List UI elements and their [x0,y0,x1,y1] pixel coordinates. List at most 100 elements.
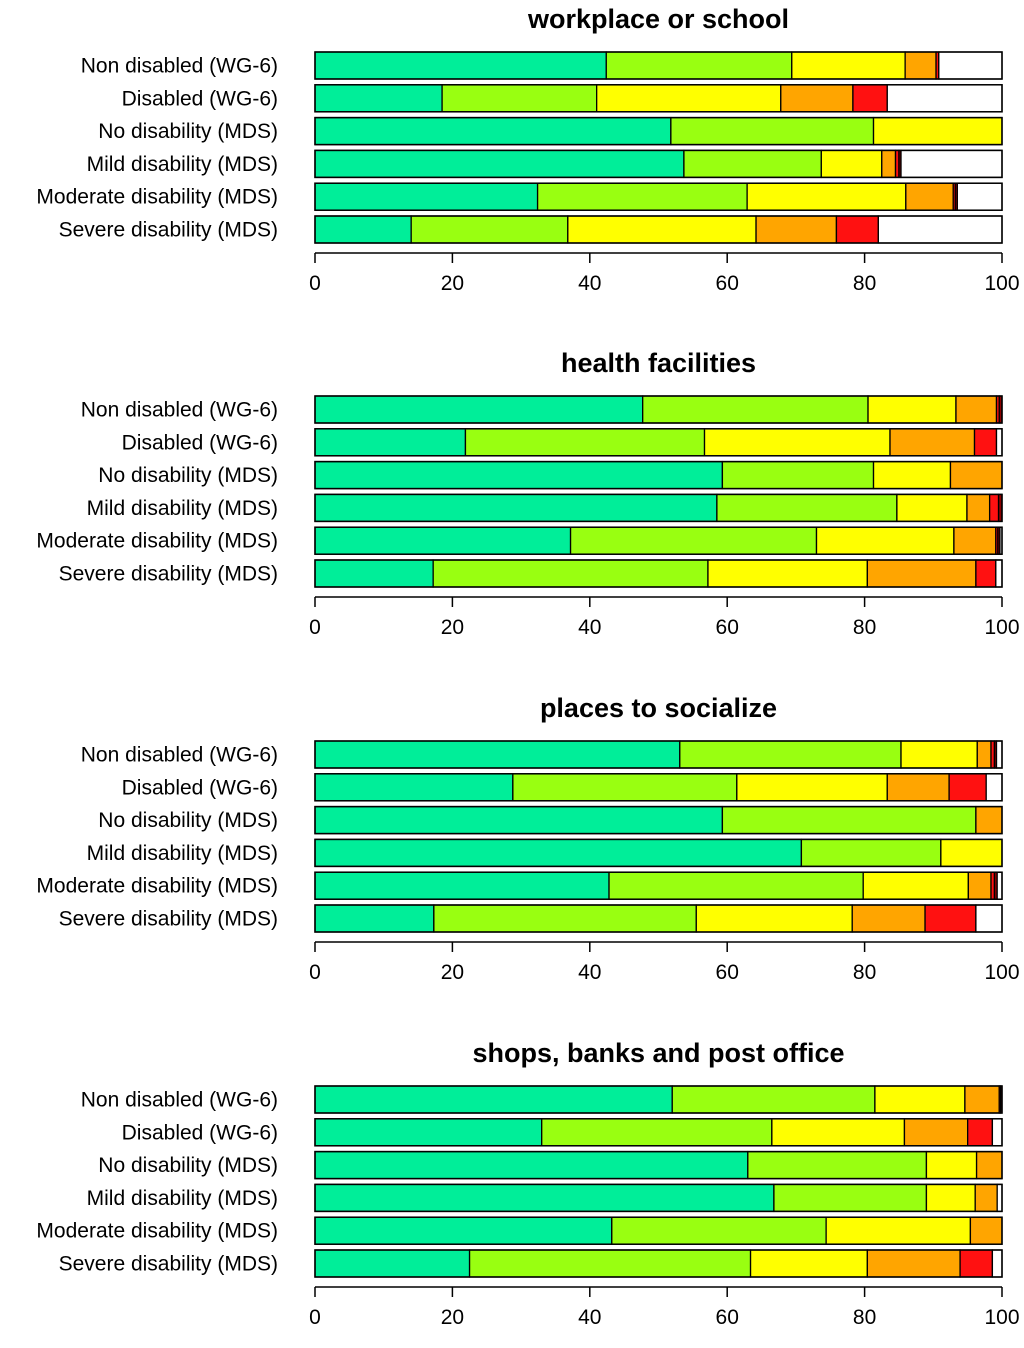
x-tick-label: 20 [441,616,464,639]
bar-segment-3 [596,84,782,113]
bar-segment-4 [949,460,1003,490]
bar-outline [314,1150,1003,1180]
x-tick-label: 20 [441,272,464,295]
bar-outline [314,116,1003,146]
bar-segment-7 [938,51,1003,80]
bar-segment-1 [314,1249,471,1278]
bar-outline [314,460,1003,490]
bar-segment-1 [314,773,514,802]
panel-2: health facilities Non disabled (WG-6) Disa… [36,348,1019,639]
bar-segment-2 [721,805,977,835]
bar-outline [314,182,1003,211]
x-tick-label: 0 [309,616,321,639]
bar-segment-4 [866,559,977,588]
bar-segment-2 [747,1150,928,1180]
category-label: Mild disability (MDS) [87,842,278,865]
bar-segment-1 [314,460,724,490]
category-label: Mild disability (MDS) [87,497,278,520]
x-tick-label: 100 [984,616,1019,639]
bar-outline [314,838,1003,868]
panel-3: places to socialize Non disabled (WG-6) Di… [36,693,1019,984]
bar-outline [314,149,1003,179]
panel-title: workplace or school [527,4,789,34]
bar-segment-1 [314,1118,543,1147]
bar-segment-2 [605,51,793,80]
bar-segment-2 [536,182,748,211]
bar-outline [314,493,1003,523]
bar-outline [314,805,1003,835]
bar-segment-7 [886,84,1003,113]
bar-outline [314,526,1003,555]
x-tick-label: 80 [853,961,876,984]
bar-segment-2 [800,838,942,868]
bar-segment-5 [988,493,1000,523]
bar-segment-3 [874,1085,966,1114]
category-label: Disabled (WG-6) [122,431,278,454]
bar-segment-3 [820,149,883,179]
bar-outline [314,1183,1003,1213]
category-label: Moderate disability (MDS) [36,1220,278,1243]
bar-segment-3 [703,428,891,457]
bar-outline [314,84,1003,113]
x-tick-label: 0 [309,961,321,984]
bar-segment-7 [900,149,1003,179]
bar-segment-1 [314,1216,613,1245]
x-tick-label: 0 [309,1306,321,1329]
bar-segment-4 [974,1183,998,1213]
bar-segment-5 [924,904,977,933]
bar-segment-2 [721,460,875,490]
bar-segment-7 [995,559,1003,588]
bar-segment-2 [608,871,864,900]
bar-outline [314,773,1003,802]
bar-outline [314,1249,1003,1278]
bar-segment-4 [966,493,991,523]
bar-segment-2 [432,559,709,588]
bar-segment-3 [815,526,955,555]
bar-outline [314,51,1003,80]
bar-segment-3 [867,395,957,424]
bar-segment-5 [967,1118,994,1147]
bar-segment-1 [314,1085,673,1114]
x-tick-label: 40 [578,961,601,984]
bar-segment-4 [953,526,997,555]
panel-title: shops, banks and post office [472,1038,844,1068]
bar-segment-7 [991,1249,1003,1278]
bar-segment-4 [964,1085,1000,1114]
category-label: Severe disability (MDS) [59,563,278,586]
bar-segment-1 [314,395,644,424]
bar-segment-1 [314,838,803,868]
x-tick-label: 40 [578,272,601,295]
bar-segment-4 [780,84,854,113]
panel-4: shops, banks and post office Non disabled… [36,1038,1019,1329]
category-label: No disability (MDS) [98,120,278,143]
bar-segment-3 [791,51,906,80]
bar-segment-1 [314,149,685,179]
category-label: Disabled (WG-6) [122,87,278,110]
bar-segment-1 [314,84,443,113]
bar-segment-7 [995,428,1003,457]
bar-segment-4 [967,871,992,900]
bar-outline [314,871,1003,900]
bar-outline [314,1085,1003,1114]
x-tick-label: 60 [716,616,739,639]
bar-segment-4 [851,904,926,933]
bar-segment-1 [314,51,607,80]
bar-segment-4 [955,395,998,424]
bar-segment-5 [852,84,888,113]
x-tick-label: 60 [716,1306,739,1329]
bar-outline [314,740,1003,769]
bar-segment-7 [975,904,1003,933]
bar-segment-2 [410,215,569,244]
x-tick-label: 0 [309,272,321,295]
category-label: Moderate disability (MDS) [36,530,278,553]
category-label: No disability (MDS) [98,464,278,487]
bar-segment-2 [642,395,869,424]
bar-segment-3 [707,559,868,588]
x-tick-label: 60 [716,961,739,984]
bar-segment-5 [973,428,998,457]
bar-segment-5 [835,215,879,244]
x-tick-label: 60 [716,272,739,295]
bar-segment-3 [940,838,1003,868]
bar-segment-1 [314,116,672,146]
bar-segment-1 [314,428,467,457]
